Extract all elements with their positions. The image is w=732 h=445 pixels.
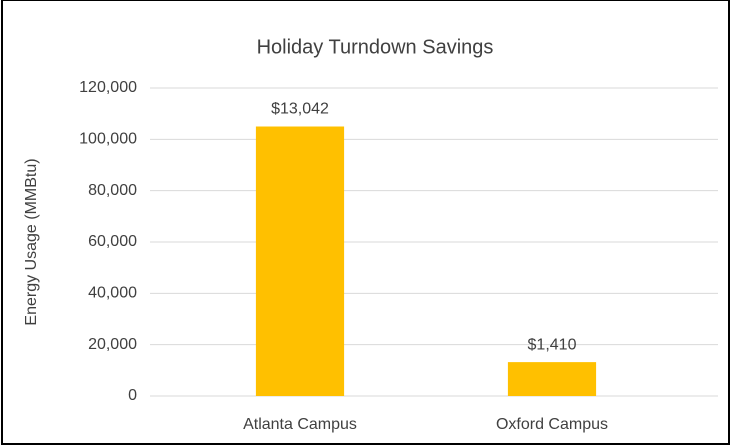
y-tick-label: 20,000 bbox=[88, 336, 137, 353]
x-tick-label: Atlanta Campus bbox=[243, 416, 357, 433]
y-tick-label: 60,000 bbox=[88, 233, 137, 250]
y-axis-title: Energy Usage (MMBtu) bbox=[23, 158, 40, 325]
y-tick-label: 100,000 bbox=[79, 131, 137, 148]
y-tick-label: 40,000 bbox=[88, 285, 137, 302]
x-tick-label: Oxford Campus bbox=[496, 416, 608, 433]
bar bbox=[507, 362, 597, 396]
bar-annotation: $1,410 bbox=[528, 336, 577, 353]
bar bbox=[255, 126, 345, 396]
y-tick-label: 0 bbox=[128, 387, 137, 404]
chart-title: Holiday Turndown Savings bbox=[257, 36, 494, 58]
y-tick-label: 120,000 bbox=[79, 79, 137, 96]
y-tick-label: 80,000 bbox=[88, 182, 137, 199]
bar-annotation: $13,042 bbox=[271, 101, 329, 118]
